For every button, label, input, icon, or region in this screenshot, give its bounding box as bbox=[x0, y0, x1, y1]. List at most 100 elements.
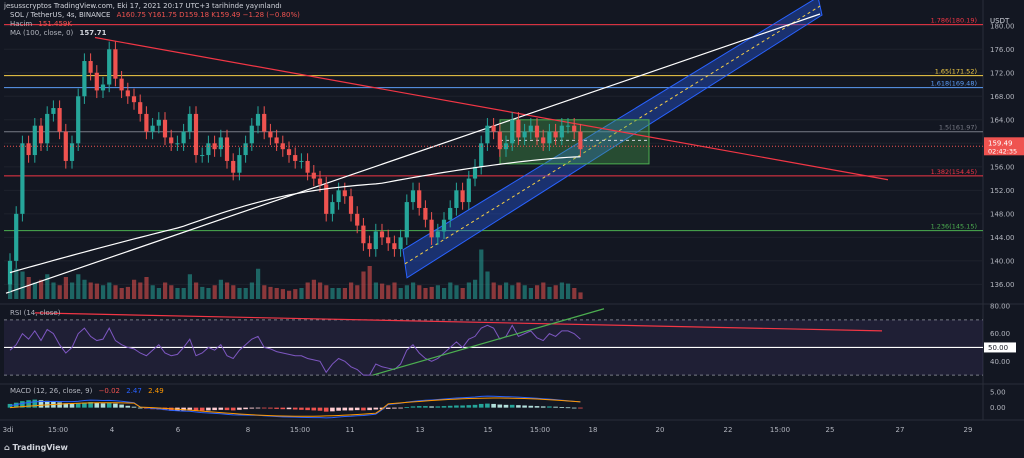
macd-histogram-bar bbox=[547, 406, 552, 408]
volume-bar bbox=[113, 285, 118, 299]
volume-bar bbox=[175, 288, 180, 299]
candle-body bbox=[119, 78, 124, 91]
macd-histogram-bar bbox=[237, 407, 242, 410]
volume-bar bbox=[218, 279, 223, 299]
macd-histogram-bar bbox=[230, 407, 236, 411]
macd-histogram-bar bbox=[435, 406, 441, 408]
volume-bar bbox=[125, 286, 130, 299]
last-price-tag bbox=[984, 137, 1024, 156]
macd-histogram-bar bbox=[75, 403, 81, 408]
candle-body bbox=[268, 131, 273, 138]
macd-histogram-bar bbox=[373, 407, 379, 410]
volume-bar bbox=[45, 274, 50, 299]
price-tick-label: 156.00 bbox=[990, 163, 1015, 171]
macd-histogram-bar bbox=[423, 406, 428, 408]
time-axis-label: 15:00 bbox=[48, 426, 68, 434]
macd-histogram-bar bbox=[447, 405, 453, 408]
macd-histogram-bar bbox=[528, 405, 534, 408]
rsi-tick-label: 60.00 bbox=[990, 330, 1010, 338]
brand-label: TradingView bbox=[12, 443, 68, 452]
candle-body bbox=[32, 125, 37, 156]
candle-body bbox=[485, 125, 490, 144]
candle-body bbox=[572, 125, 577, 132]
volume-bar bbox=[373, 282, 378, 299]
macd-histogram-bar bbox=[274, 407, 279, 409]
macd-histogram-bar bbox=[348, 407, 354, 411]
macd-histogram-bar bbox=[336, 407, 341, 411]
macd-histogram-bar bbox=[485, 403, 490, 408]
candle-body bbox=[169, 137, 174, 144]
candle-body bbox=[528, 125, 533, 132]
candle-body bbox=[200, 155, 205, 157]
candle-body bbox=[404, 202, 409, 238]
volume-bar bbox=[442, 288, 447, 299]
macd-histogram-bar bbox=[441, 406, 447, 408]
volume-bar bbox=[249, 282, 254, 299]
time-axis-label: 15:00 bbox=[770, 426, 790, 434]
macd-histogram-bar bbox=[82, 402, 87, 408]
macd-histogram-bar bbox=[299, 407, 304, 410]
volume-bar bbox=[578, 292, 583, 299]
volume-bar bbox=[287, 290, 292, 299]
candle-body bbox=[510, 119, 515, 144]
candle-body bbox=[162, 119, 168, 138]
time-axis-label: 15:00 bbox=[530, 426, 550, 434]
candle-body bbox=[392, 243, 397, 250]
macd-histogram-bar bbox=[20, 401, 25, 408]
candle-body bbox=[94, 72, 99, 91]
volume-bar bbox=[181, 288, 186, 299]
candle-body bbox=[311, 172, 316, 179]
rsi-value-tag bbox=[984, 342, 1016, 353]
candle-body bbox=[441, 219, 447, 232]
macd-histogram-bar bbox=[32, 399, 38, 408]
time-axis-label: 3di bbox=[3, 426, 14, 434]
candle-body bbox=[516, 119, 521, 138]
volume-bar bbox=[156, 288, 161, 299]
volume-bar bbox=[330, 288, 335, 299]
volume-bar bbox=[107, 282, 112, 299]
ma-legend: MA (100, close, 0) 157.71 bbox=[10, 29, 111, 37]
candle-body bbox=[379, 231, 385, 238]
ma-value: 157.71 bbox=[79, 29, 107, 37]
candle-body bbox=[76, 96, 81, 144]
ohlc-values: A160.75 Y161.75 D159.18 K159.49 −1.28 (−… bbox=[116, 11, 300, 19]
candle-body bbox=[547, 131, 552, 144]
volume-bar bbox=[367, 266, 372, 299]
macd-histogram-bar bbox=[354, 407, 360, 411]
macd-histogram-bar bbox=[429, 406, 434, 408]
volume-bar bbox=[101, 285, 106, 299]
candle-body bbox=[125, 90, 130, 97]
rsi-uptrend-line bbox=[372, 308, 605, 376]
candle-body bbox=[429, 219, 434, 238]
macd-histogram-bar bbox=[69, 403, 75, 408]
volume-bar bbox=[94, 283, 99, 299]
volume-bar bbox=[262, 285, 267, 299]
candle-body bbox=[249, 125, 254, 144]
candle-body bbox=[280, 143, 285, 150]
macd-histogram-bar bbox=[44, 400, 50, 408]
price-tick-label: 176.00 bbox=[990, 46, 1015, 54]
volume-bar bbox=[454, 285, 459, 299]
macd-value-3: 2.49 bbox=[148, 387, 164, 395]
time-axis-label: 29 bbox=[964, 426, 973, 434]
volume-bar bbox=[293, 289, 298, 299]
candle-body bbox=[398, 237, 403, 250]
macd-histogram-bar bbox=[410, 406, 416, 408]
candle-body bbox=[336, 190, 341, 203]
macd-tick-label: 5.00 bbox=[990, 389, 1006, 397]
volume-bar bbox=[392, 282, 397, 299]
time-axis-label: 4 bbox=[110, 426, 115, 434]
volume-bar bbox=[138, 282, 143, 299]
fib-level-label: 1.786(180.19) bbox=[931, 17, 977, 25]
candle-body bbox=[286, 149, 292, 156]
candle-body bbox=[51, 108, 56, 114]
macd-histogram-bar bbox=[472, 404, 478, 408]
macd-histogram-bar bbox=[187, 407, 193, 410]
macd-histogram-bar bbox=[559, 407, 565, 408]
time-axis-label: 20 bbox=[656, 426, 665, 434]
macd-histogram-bar bbox=[206, 407, 211, 411]
candle-body bbox=[237, 155, 242, 173]
candle-body bbox=[193, 113, 199, 156]
macd-histogram-bar bbox=[125, 405, 131, 408]
macd-histogram-bar bbox=[497, 404, 503, 408]
